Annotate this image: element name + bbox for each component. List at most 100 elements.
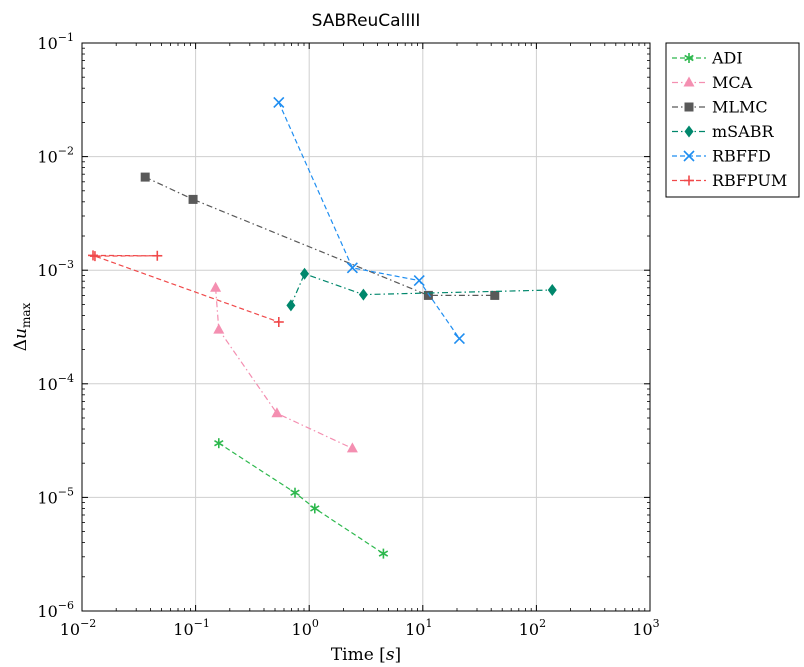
data-point: [213, 323, 225, 334]
y-tick-base: 10: [37, 375, 57, 394]
data-point: [300, 267, 310, 280]
x-tick-label: 102: [519, 617, 546, 639]
series-adi: [214, 438, 389, 559]
series-rbffd: [273, 96, 465, 345]
y-tick-label: 10−6: [37, 599, 74, 621]
legend-marker: [684, 175, 694, 186]
x-tick-exponent: 3: [653, 617, 660, 630]
data-point: [290, 487, 300, 498]
data-point: [310, 503, 320, 514]
data-point: [490, 290, 500, 300]
x-tick-exponent: −2: [80, 617, 96, 630]
data-point: [271, 407, 283, 418]
y-tick-label: 10−2: [37, 145, 74, 167]
data-point: [89, 251, 100, 262]
legend-marker: [684, 125, 694, 138]
series-group: [88, 96, 557, 559]
data-point: [273, 316, 284, 327]
y-tick-exponent: −5: [58, 485, 74, 498]
data-point: [286, 299, 296, 312]
x-tick-base: 10: [60, 620, 80, 639]
series-line: [278, 102, 460, 339]
x-tick-base: 10: [405, 620, 425, 639]
data-point: [547, 283, 557, 296]
x-tick-exponent: −1: [194, 617, 210, 630]
grid: [81, 42, 651, 612]
y-tick-base: 10: [37, 602, 57, 621]
x-tick-label: 103: [632, 617, 659, 639]
y-tick-exponent: −6: [58, 599, 74, 612]
legend-marker: [684, 53, 694, 63]
x-tick-base: 10: [519, 620, 539, 639]
legend: ADI MCA MLMC mSABR RBFFD RBFPUM: [665, 42, 800, 198]
legend-item: MLMC: [672, 98, 768, 117]
y-tick-label: 10−3: [37, 258, 74, 280]
data-point: [453, 333, 465, 345]
x-tick-label: 10−1: [173, 617, 210, 639]
data-point: [346, 262, 358, 274]
y-axis: 10−610−510−410−310−210−1: [37, 31, 650, 621]
data-point: [423, 290, 433, 300]
x-axis-label: Time [s]: [331, 645, 401, 665]
y-axis-label: Δumax: [11, 303, 33, 352]
y-tick-base: 10: [37, 261, 57, 280]
y-tick-base: 10: [37, 488, 57, 507]
y-tick-label: 10−4: [37, 372, 74, 394]
series-line: [218, 442, 384, 555]
data-point: [378, 548, 389, 559]
data-point: [210, 281, 222, 292]
data-point: [273, 96, 285, 108]
legend-label: RBFFD: [712, 147, 771, 166]
y-tick-base: 10: [37, 148, 57, 167]
legend-item: MCA: [672, 73, 753, 92]
y-tick-exponent: −3: [58, 258, 74, 271]
plot-frame: [81, 42, 651, 612]
y-tick-exponent: −2: [58, 145, 74, 158]
data-point: [214, 438, 224, 449]
x-tick-label: 10−2: [60, 617, 97, 639]
legend-item: RBFPUM: [672, 171, 787, 190]
legend-marker: [683, 150, 695, 162]
y-tick-base: 10: [37, 34, 57, 53]
series-line: [92, 254, 280, 323]
series-line: [290, 273, 553, 306]
x-tick-label: 100: [292, 617, 319, 639]
chart-title: SABReuCalIII: [312, 11, 421, 31]
legend-item: mSABR: [672, 122, 774, 141]
x-tick-base: 10: [632, 620, 652, 639]
data-point: [140, 172, 150, 182]
x-tick-exponent: 1: [425, 617, 432, 630]
y-tick-exponent: −1: [58, 31, 74, 44]
x-tick-exponent: 0: [312, 617, 319, 630]
legend-label: mSABR: [712, 122, 774, 141]
x-tick-base: 10: [173, 620, 193, 639]
legend-label: RBFPUM: [712, 171, 787, 190]
series-line: [144, 176, 495, 296]
y-tick-label: 10−1: [37, 31, 74, 53]
data-point: [188, 194, 198, 204]
legend-frame: [665, 42, 800, 198]
data-point: [346, 442, 358, 453]
legend-item: ADI: [672, 49, 743, 68]
data-point: [152, 250, 163, 261]
legend-label: MCA: [712, 73, 753, 92]
x-tick-exponent: 2: [539, 617, 546, 630]
x-tick-base: 10: [292, 620, 312, 639]
legend-marker: [683, 76, 695, 87]
legend-marker: [684, 102, 694, 112]
x-tick-label: 101: [405, 617, 432, 639]
series-mca: [210, 281, 358, 453]
series-rbfpum: [88, 250, 284, 327]
series-mlmc: [140, 172, 500, 300]
legend-label: ADI: [711, 49, 743, 68]
series-line: [215, 287, 353, 449]
x-axis: 10−2 10−1 100 101 102 103: [60, 43, 660, 639]
series-msabr: [286, 267, 557, 312]
legend-label: MLMC: [712, 98, 768, 117]
legend-item: RBFFD: [672, 147, 771, 166]
data-point: [358, 288, 368, 301]
y-tick-label: 10−5: [37, 485, 74, 507]
y-tick-exponent: −4: [58, 372, 74, 385]
data-point: [413, 275, 425, 287]
